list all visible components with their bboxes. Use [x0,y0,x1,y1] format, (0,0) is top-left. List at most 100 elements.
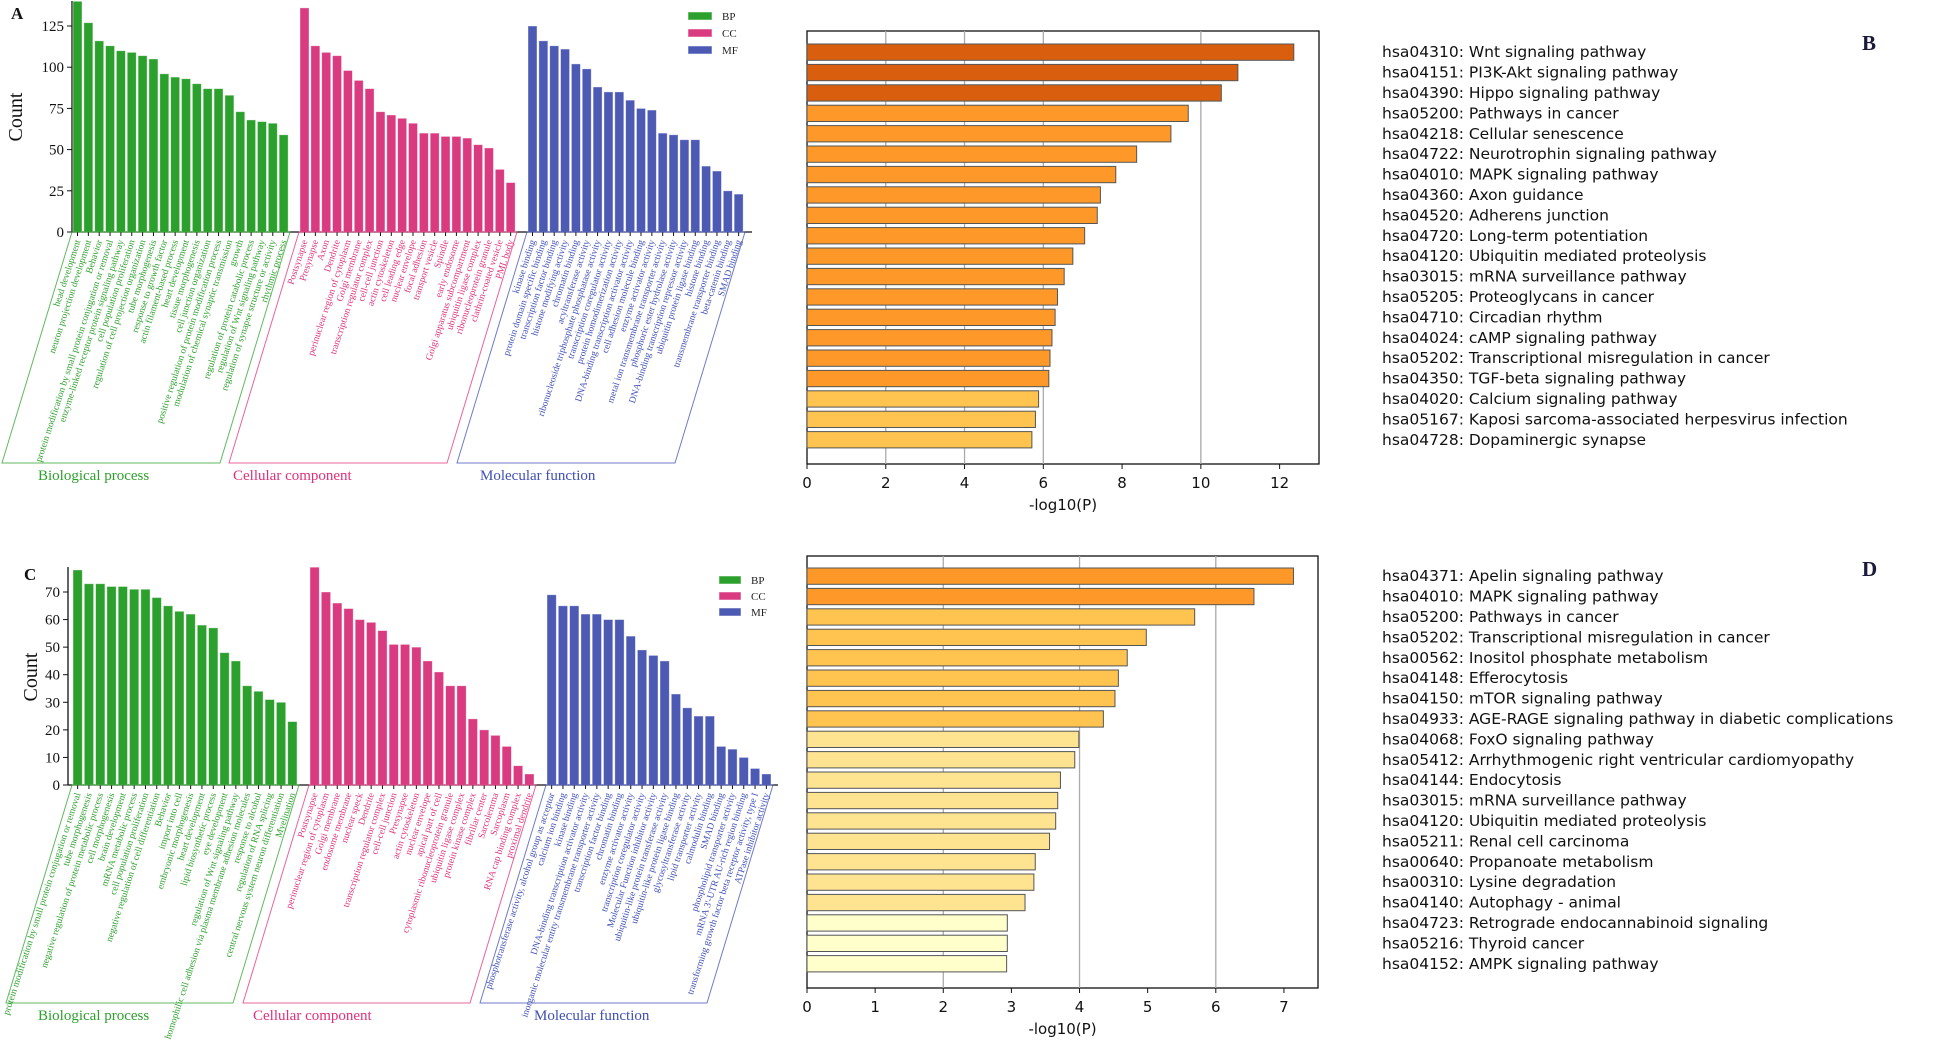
term-label: hsa00310: Lysine degradation [1382,873,1616,891]
bar [246,119,257,233]
bar [213,88,224,233]
bar [456,685,467,786]
term-label: hsa04722: Neurotrophin signaling pathway [1382,145,1717,163]
x-tick-label: 2 [938,998,948,1016]
bar [332,55,342,233]
bar [462,137,473,233]
bar [174,610,185,786]
bar [185,613,196,786]
term-label: hsa04933: AGE-RAGE signaling pathway in … [1382,710,1893,728]
bar [151,597,162,786]
x-tick-label: 7 [1279,998,1289,1016]
bar [690,139,701,233]
bar [501,746,512,786]
bar [219,652,230,786]
bar [806,410,1036,429]
bar [614,619,625,786]
term-label: hsa04010: MAPK signaling pathway [1382,588,1659,606]
bar [704,715,715,786]
bar [117,586,128,786]
bar [806,104,1189,122]
bar [422,660,433,786]
bar [342,70,353,233]
bar [354,619,365,786]
legend-swatch [718,607,742,617]
bar [806,165,1117,184]
bar [733,193,744,233]
bar [603,91,614,233]
x-tick-label: 6 [1211,998,1221,1016]
term-label: hsa04120: Ubiquitin mediated proteolysis [1382,247,1707,265]
bar [445,685,456,786]
term-label: hsa04710: Circadian rhythm [1382,308,1603,326]
bar [806,791,1059,810]
term-label: hsa04010: MAPK signaling pathway [1382,166,1659,184]
bar [343,608,354,786]
y-tick-label: 25 [49,184,64,200]
bar [701,165,711,233]
y-tick-label: 125 [42,19,65,35]
y-tick-label: 50 [45,640,60,656]
term-label: hsa04150: mTOR signaling pathway [1382,690,1663,708]
bar [375,111,386,233]
bar [625,99,636,233]
bar [275,701,287,786]
y-tick-label: 60 [45,613,60,629]
term-label: hsa04360: Axon guidance [1382,186,1584,204]
bar [388,643,399,786]
term-label: hsa04728: Dopaminergic synapse [1382,431,1646,449]
y-tick-label: 30 [45,695,60,711]
bar [806,63,1239,82]
bar [494,168,505,233]
x-tick-label: 4 [960,474,970,492]
bar [625,635,636,786]
bar [321,51,332,233]
bar [196,624,208,786]
term-label: hsa04520: Adherens junction [1382,206,1609,224]
group-title: Biological process [38,468,149,484]
bar [162,605,174,786]
bar [546,594,557,786]
x-axis-label: -log10(P) [1028,1020,1096,1038]
bar [580,613,591,786]
panel-label: C [24,565,36,584]
bar [105,45,115,233]
y-tick-label: 70 [45,585,60,601]
bar [806,669,1119,687]
y-axis-label: Count [5,92,27,141]
term-label: hsa04218: Cellular senescence [1382,125,1624,143]
group-bracket [456,231,746,464]
bar [591,613,602,786]
term-label: hsa04151: PI3K-Akt signaling pathway [1382,64,1678,82]
y-tick-label: 75 [49,101,64,117]
x-tick-label: 0 [802,474,812,492]
bar [467,718,478,786]
bar [614,91,625,233]
group-title: Molecular function [534,1008,650,1024]
bar [557,605,568,786]
bar [159,73,170,233]
bar [682,707,693,786]
legend-swatch [687,28,713,38]
y-tick-label: 0 [57,225,65,241]
bar [527,25,538,233]
bar [278,134,289,233]
legend-label: CC [751,591,766,603]
legend-swatch [718,591,742,601]
group-bracket [479,784,774,1004]
term-label: hsa04148: Efferocytosis [1382,669,1568,687]
bar [806,710,1104,728]
term-label: hsa04144: Endocytosis [1382,771,1562,789]
bar [94,40,105,233]
bar [72,0,83,233]
y-tick-label: 10 [45,750,60,766]
bar [637,649,648,786]
y-tick-label: 50 [49,143,64,159]
term-label: hsa00562: Inositol phosphate metabolism [1382,649,1708,667]
term-label: hsa04020: Calcium signaling pathway [1382,390,1678,408]
bar [560,48,570,233]
bar [806,587,1255,606]
bar [806,893,1026,912]
legend-label: BP [722,11,735,23]
bar [353,79,364,233]
